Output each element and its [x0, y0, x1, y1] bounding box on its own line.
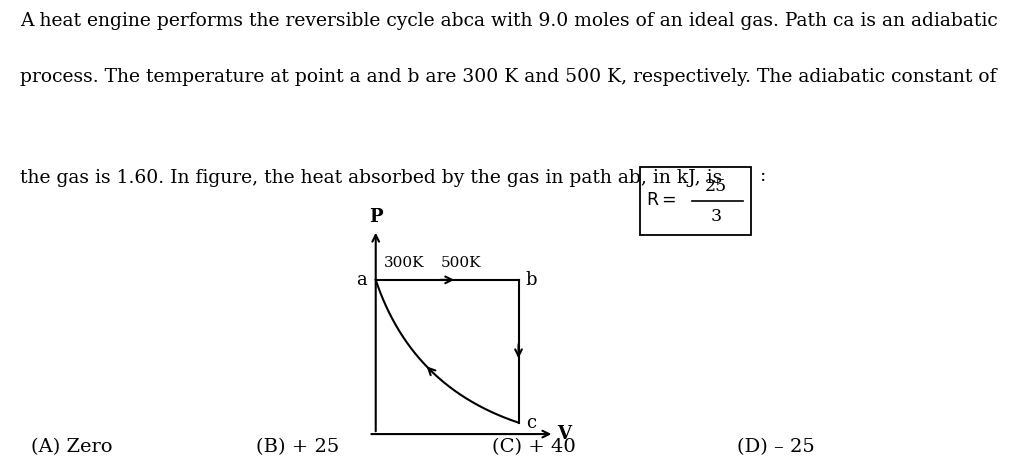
- Text: 500K: 500K: [441, 256, 481, 270]
- Text: $\mathrm{R} =$: $\mathrm{R} =$: [646, 192, 677, 210]
- Text: b: b: [525, 271, 538, 289]
- Text: P: P: [369, 208, 383, 226]
- Text: the gas is 1.60. In figure, the heat absorbed by the gas in path ab, in kJ, is: the gas is 1.60. In figure, the heat abs…: [20, 169, 723, 187]
- Text: 3: 3: [711, 209, 721, 226]
- Text: (B) + 25: (B) + 25: [256, 438, 339, 456]
- Text: 25: 25: [705, 178, 727, 195]
- Text: V: V: [557, 425, 571, 443]
- Text: (D) – 25: (D) – 25: [737, 438, 815, 456]
- Text: process. The temperature at point a and b are 300 K and 500 K, respectively. The: process. The temperature at point a and …: [20, 68, 997, 86]
- Text: a: a: [356, 271, 368, 289]
- FancyBboxPatch shape: [640, 167, 752, 235]
- Text: A heat engine performs the reversible cycle abca with 9.0 moles of an ideal gas.: A heat engine performs the reversible cy…: [20, 12, 998, 30]
- Text: :: :: [760, 167, 766, 185]
- Text: (A) Zero: (A) Zero: [31, 438, 113, 456]
- Text: 300K: 300K: [384, 256, 425, 270]
- Text: c: c: [525, 414, 536, 431]
- Text: (C) + 40: (C) + 40: [492, 438, 575, 456]
